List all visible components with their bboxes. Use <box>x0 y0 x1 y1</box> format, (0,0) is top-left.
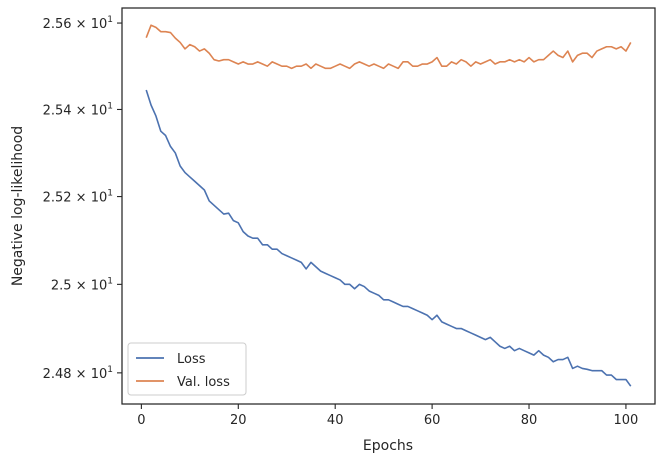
legend: Loss Val. loss <box>127 342 247 396</box>
series-layer <box>145 24 632 387</box>
legend-box <box>127 342 247 396</box>
x-tick-label: 20 <box>230 413 247 428</box>
x-tick-label: 60 <box>424 413 441 428</box>
x-tick-label: 80 <box>521 413 538 428</box>
y-tick-label: 2.48 × 101 <box>43 365 113 382</box>
y-tick-label: 2.52 × 101 <box>43 189 113 206</box>
x-axis-title: Epochs <box>363 438 413 454</box>
x-tick-label: 100 <box>614 413 639 428</box>
y-tick-label: 2.54 × 101 <box>43 101 113 118</box>
y-tick-label: 2.5 × 101 <box>51 276 113 293</box>
x-axis-ticks: 0 20 40 60 80 100 <box>137 404 638 428</box>
series-line-loss <box>145 89 632 387</box>
y-tick-label: 2.56 × 101 <box>43 15 113 32</box>
x-tick-label: 40 <box>327 413 344 428</box>
series-line-val-loss <box>145 24 632 70</box>
plot-background <box>122 8 655 404</box>
x-tick-label: 0 <box>137 413 145 428</box>
legend-label-val-loss: Val. loss <box>177 375 230 390</box>
y-axis-title: Negative log-likelihood <box>10 126 26 286</box>
legend-label-loss: Loss <box>177 352 206 367</box>
y-axis-ticks: 2.48 × 101 2.5 × 101 2.52 × 101 2.54 × 101 2… <box>43 15 122 382</box>
plot-frame <box>121 7 656 405</box>
